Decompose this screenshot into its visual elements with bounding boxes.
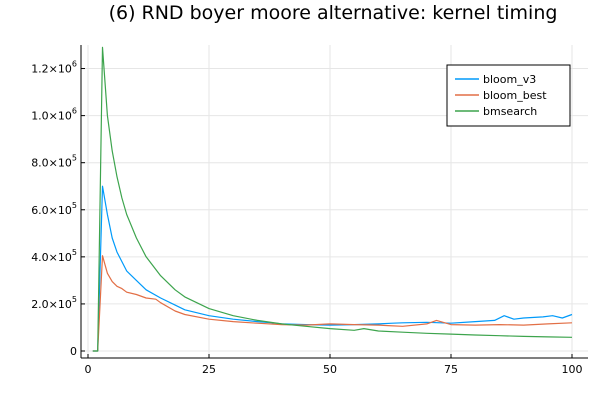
y-tick-label: 8.0×105 (31, 154, 77, 170)
series-layer (92, 46, 573, 352)
y-tick-label: 1.2×106 (31, 60, 77, 76)
y-tick-label: 1.0×106 (31, 107, 77, 123)
legend-label-bmsearch: bmsearch (483, 105, 537, 118)
y-tick-label: 0 (70, 345, 77, 358)
x-tick-label: 25 (202, 363, 216, 376)
series-line-bmsearch (92, 46, 573, 352)
series-line-bloom-v3 (92, 185, 573, 352)
x-tick-label: 75 (444, 363, 458, 376)
x-ticks: 0 25 50 75 100 (85, 354, 583, 376)
grid (81, 45, 588, 358)
y-tick-label: 4.0×105 (31, 248, 77, 264)
legend: bloom_v3 bloom_best bmsearch (446, 64, 571, 127)
x-tick-label: 100 (562, 363, 583, 376)
series-line-bloom-best (92, 255, 573, 352)
y-tick-label: 2.0×105 (31, 295, 77, 311)
legend-label-bloom-best: bloom_best (483, 89, 547, 102)
chart-title: (6) RND boyer moore alternative: kernel … (109, 2, 558, 24)
legend-label-bloom-v3: bloom_v3 (483, 73, 536, 86)
x-tick-label: 50 (323, 363, 337, 376)
y-ticks: 0 2.0×105 4.0×105 6.0×105 8.0×105 1.0×106 1.2×… (31, 60, 85, 358)
x-tick-label: 0 (85, 363, 92, 376)
y-tick-label: 6.0×105 (31, 201, 77, 217)
